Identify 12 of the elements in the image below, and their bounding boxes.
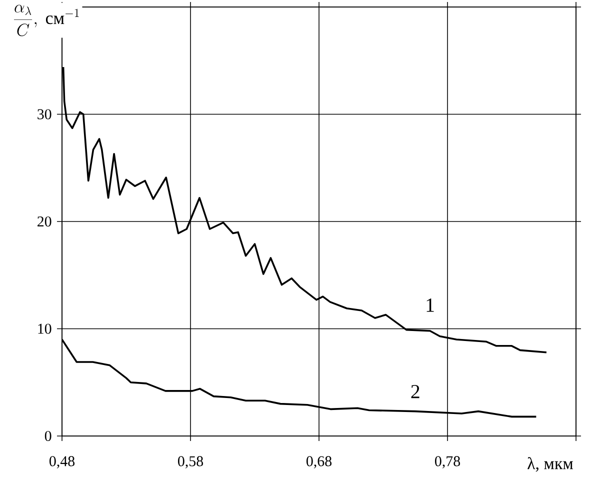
y-tick-label: 20 xyxy=(38,216,52,227)
x-axis-title: λ, мкм xyxy=(528,457,573,472)
x-tick-label: 0,68 xyxy=(306,456,332,468)
y-tick-label: 10 xyxy=(38,324,52,334)
y-axis-title: $\frac{\alpha_{\lambda}}{C},\ \mbox{см}^{-1}$ xyxy=(14,4,79,36)
series-label: 1 xyxy=(426,298,434,312)
x-tick-label: 0,48 xyxy=(49,456,75,468)
y-tick-label: 0 xyxy=(44,430,52,442)
series-label: 2 xyxy=(411,384,420,398)
x-tick-label: 0,78 xyxy=(434,456,460,468)
y-tick-label: 30 xyxy=(38,109,52,120)
x-tick-label: 0,58 xyxy=(178,456,204,468)
